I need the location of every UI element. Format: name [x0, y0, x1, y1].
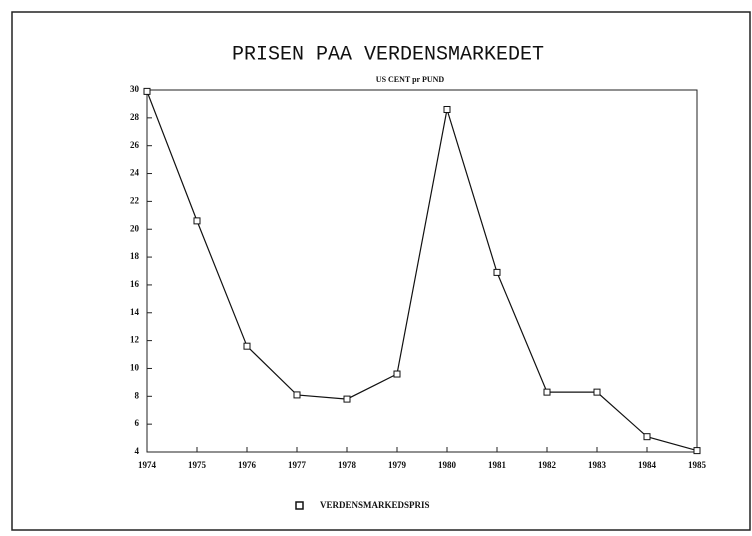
x-tick-label: 1974 [138, 460, 157, 470]
point [593, 388, 601, 396]
legend-label: VERDENSMARKEDSPRIS [320, 500, 430, 510]
x-tick-label: 1983 [588, 460, 607, 470]
point [443, 105, 451, 113]
x-tick-label: 1982 [538, 460, 557, 470]
point [493, 268, 501, 276]
y-tick-label: 10 [130, 363, 140, 373]
point [143, 87, 151, 95]
y-tick-label: 28 [130, 112, 140, 122]
chart-title: PRISEN PAA VERDENSMARKEDET [232, 43, 544, 66]
y-tick-label: 26 [130, 140, 140, 150]
y-tick-label: 30 [130, 84, 140, 94]
y-tick-label: 4 [135, 446, 140, 456]
y-tick-label: 16 [130, 279, 140, 289]
x-tick-label: 1975 [188, 460, 207, 470]
x-tick-label: 1985 [688, 460, 707, 470]
point [243, 342, 251, 350]
point [343, 395, 351, 403]
x-tick-label: 1979 [388, 460, 407, 470]
y-tick-label: 18 [130, 251, 140, 261]
frame [11, 11, 751, 531]
x-tick-label: 1977 [288, 460, 307, 470]
x-tick-label: 1984 [638, 460, 657, 470]
y-tick-label: 12 [130, 335, 140, 345]
y-tick-label: 6 [135, 418, 140, 428]
x-tick-label: 1978 [338, 460, 357, 470]
x-tick-label: 1981 [488, 460, 507, 470]
x-tick-label: 1976 [238, 460, 257, 470]
point [643, 433, 651, 441]
y-tick-label: 20 [130, 223, 140, 233]
point [543, 388, 551, 396]
line [146, 91, 698, 452]
point [193, 217, 201, 225]
x-tick-label: 1980 [438, 460, 457, 470]
chart-subtitle: US CENT pr PUND [376, 75, 445, 84]
plot-area [146, 89, 698, 453]
point [693, 447, 701, 455]
y-tick-label: 24 [130, 168, 140, 178]
y-tick-label: 8 [135, 390, 140, 400]
y-tick-label: 14 [130, 307, 140, 317]
legend-marker [295, 501, 304, 510]
point [393, 370, 401, 378]
point [293, 391, 301, 399]
y-tick-label: 22 [130, 195, 140, 205]
